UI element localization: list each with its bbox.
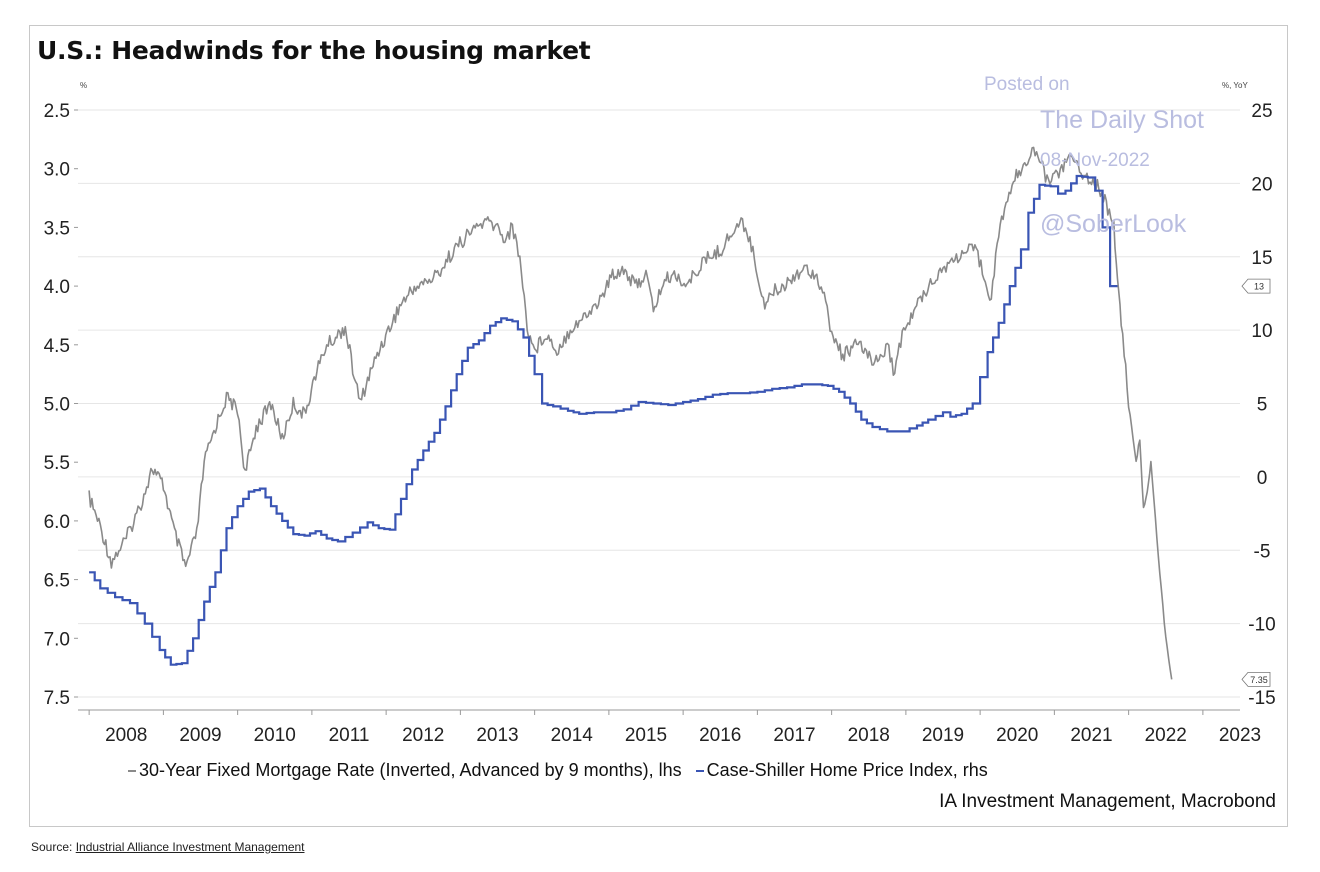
chart-frame [29, 25, 1288, 827]
right-tick-label: 25 [1251, 101, 1272, 122]
left-tick-label: 4.0 [44, 277, 70, 298]
legend-label-case-shiller: Case-Shiller Home Price Index, rhs [706, 760, 988, 780]
x-tick-label: 2012 [402, 725, 444, 746]
right-tick-label: -15 [1248, 688, 1275, 709]
left-tick-label: 5.0 [44, 395, 70, 416]
watermark-handle: @SoberLook [1040, 210, 1187, 238]
right-tick-label: 5 [1257, 395, 1268, 416]
chart-credit: IA Investment Management, Macrobond [939, 791, 1276, 812]
x-tick-label: 2018 [848, 725, 890, 746]
x-tick-label: 2019 [922, 725, 964, 746]
x-tick-label: 2010 [254, 725, 296, 746]
right-tick-label: -10 [1248, 615, 1275, 636]
left-tick-label: 4.5 [44, 336, 70, 357]
left-axis-unit: % [80, 81, 87, 90]
legend-label-mortgage: 30-Year Fixed Mortgage Rate (Inverted, A… [139, 760, 682, 780]
source-line: Source: Industrial Alliance Investment M… [31, 840, 305, 854]
series-line-mortgage-rate [88, 146, 1173, 680]
value-flag [1241, 278, 1271, 294]
x-tick-label: 2011 [329, 725, 370, 746]
chart-legend: 30-Year Fixed Mortgage Rate (Inverted, A… [128, 760, 988, 781]
left-tick-label: 3.0 [44, 160, 70, 181]
right-tick-label: 20 [1251, 174, 1272, 195]
series-line-case-shiller [89, 174, 1118, 666]
right-tick-label: 15 [1251, 248, 1272, 269]
legend-swatch-case-shiller [695, 770, 704, 773]
x-tick-label: 2009 [179, 725, 221, 746]
value-flag [1241, 671, 1271, 687]
left-tick-label: 5.5 [44, 453, 70, 474]
left-tick-label: 2.5 [44, 101, 70, 122]
right-axis-unit: %, YoY [1222, 81, 1248, 90]
x-tick-label: 2013 [476, 725, 518, 746]
watermark-posted: Posted on [984, 74, 1070, 95]
value-flag-label: 13 [1254, 282, 1264, 292]
left-tick-label: 3.5 [44, 218, 70, 239]
x-tick-label: 2014 [551, 725, 594, 746]
x-tick-label: 2008 [105, 725, 147, 746]
source-link[interactable]: Industrial Alliance Investment Managemen… [75, 840, 305, 854]
right-tick-label: -5 [1254, 541, 1271, 562]
right-tick-label: 10 [1251, 321, 1272, 342]
value-flag-label: 7.35 [1250, 675, 1268, 685]
x-tick-label: 2020 [996, 725, 1038, 746]
left-tick-label: 7.0 [44, 629, 70, 650]
watermark-site: The Daily Shot [1040, 106, 1204, 134]
left-tick-label: 6.0 [44, 512, 70, 533]
x-tick-label: 2021 [1070, 725, 1112, 746]
x-tick-label: 2015 [625, 725, 667, 746]
chart-title: U.S.: Headwinds for the housing market [37, 36, 591, 65]
source-prefix: Source: [31, 840, 76, 854]
x-tick-label: 2022 [1145, 725, 1187, 746]
watermark-date: 08-Nov-2022 [1040, 150, 1150, 171]
left-tick-label: 6.5 [44, 571, 70, 592]
right-tick-label: 0 [1257, 468, 1268, 489]
x-tick-label: 2023 [1219, 725, 1261, 746]
x-tick-label: 2017 [773, 725, 815, 746]
legend-swatch-mortgage [128, 770, 136, 773]
left-tick-label: 7.5 [44, 688, 70, 709]
x-tick-label: 2016 [699, 725, 741, 746]
